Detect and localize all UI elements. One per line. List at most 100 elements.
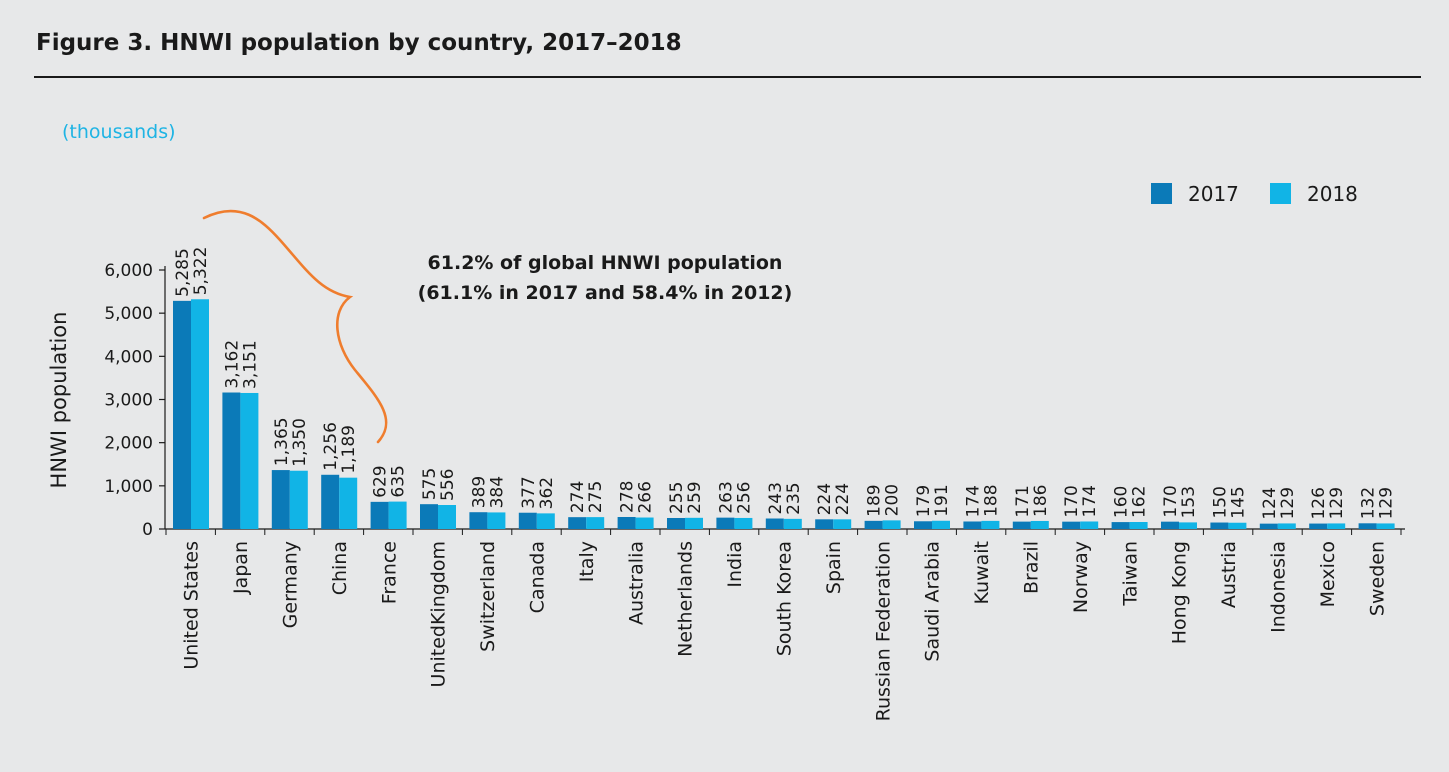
title-divider <box>34 76 1421 78</box>
bar-value-label: 3,162 <box>222 340 242 389</box>
x-tick-label: Mexico <box>1317 541 1339 607</box>
y-axis-title: HNWI population <box>47 312 71 489</box>
units-label: (thousands) <box>62 121 176 143</box>
bar-value-label: 1,350 <box>290 418 310 467</box>
bar-2018 <box>339 477 358 529</box>
x-tick-label: Sweden <box>1366 541 1388 616</box>
x-tick-label: Japan <box>230 541 252 595</box>
bar-2017 <box>963 521 982 529</box>
bar-2017 <box>1309 523 1328 529</box>
bar-value-label: 129 <box>1327 487 1347 519</box>
bar-value-label: 243 <box>766 482 786 514</box>
bar-value-label: 174 <box>1080 485 1100 517</box>
bar-2018 <box>1179 522 1197 529</box>
bar-value-label: 259 <box>685 481 705 513</box>
bar-2018 <box>882 520 901 529</box>
x-tick-label: India <box>724 541 746 588</box>
y-tick-label: 6,000 <box>104 261 153 281</box>
bar-value-label: 256 <box>734 481 754 513</box>
annotation-line-2: (61.1% in 2017 and 58.4% in 2012) <box>418 282 793 304</box>
bar-2018 <box>1277 523 1296 529</box>
bar-2017 <box>1259 523 1278 529</box>
bar-value-label: 575 <box>420 468 440 500</box>
bar-value-label: 162 <box>1130 486 1150 518</box>
bar-2018 <box>487 512 506 529</box>
bar-2017 <box>617 516 636 529</box>
bar-2017 <box>1012 521 1031 529</box>
bar-value-label: 150 <box>1210 486 1230 518</box>
annotation-line-1: 61.2% of global HNWI population <box>428 252 783 274</box>
legend-2018-swatch <box>1270 183 1291 204</box>
x-tick-label: Spain <box>823 541 845 594</box>
bar-2017 <box>271 470 290 529</box>
x-tick-label: Netherlands <box>675 541 697 657</box>
bar-value-label: 174 <box>963 485 983 517</box>
bar-value-label: 170 <box>1161 485 1181 517</box>
bar-value-label: 377 <box>519 476 539 508</box>
bar-value-label: 266 <box>636 481 656 513</box>
bar-value-label: 635 <box>389 465 409 497</box>
bar-2018 <box>240 392 259 529</box>
x-tick-label: Germany <box>280 541 302 628</box>
bar-value-label: 126 <box>1309 487 1329 519</box>
bar-value-label: 275 <box>586 481 606 513</box>
x-tick-label: Kuwait <box>971 541 993 604</box>
legend-2017-label: 2017 <box>1188 182 1239 206</box>
x-tick-label: Indonesia <box>1268 541 1290 633</box>
bar-2018 <box>586 517 605 529</box>
bar-2018 <box>932 520 950 529</box>
bar-value-label: 129 <box>1278 487 1298 519</box>
bar-value-label: 362 <box>537 477 557 509</box>
bar-2017 <box>222 392 241 529</box>
bar-2018 <box>1030 520 1049 529</box>
x-tick-label: China <box>329 541 351 595</box>
bar-2017 <box>173 300 191 529</box>
bar-value-label: 235 <box>784 482 804 514</box>
bar-value-label: 1,256 <box>321 422 341 471</box>
bar-2017 <box>568 517 587 529</box>
bar-2018 <box>1080 521 1099 529</box>
x-tick-label: Austria <box>1218 541 1240 608</box>
bar-2017 <box>716 517 735 529</box>
x-tick-label: Italy <box>576 541 598 582</box>
bar-value-label: 255 <box>667 482 687 514</box>
y-tick-label: 3,000 <box>104 391 153 411</box>
bar-value-label: 556 <box>438 469 458 501</box>
bar-value-label: 186 <box>1031 485 1051 517</box>
bar-value-label: 124 <box>1260 487 1280 519</box>
bar-value-label: 5,322 <box>191 247 211 296</box>
bar-value-label: 170 <box>1062 485 1082 517</box>
bar-value-label: 179 <box>914 485 934 517</box>
bar-2017 <box>1161 521 1179 529</box>
x-tick-label: Norway <box>1070 541 1092 613</box>
bar-2018 <box>191 299 209 529</box>
bar-2018 <box>685 517 703 529</box>
bar-2018 <box>734 517 753 529</box>
x-tick-label: United States <box>181 541 203 670</box>
bar-2018 <box>833 519 852 529</box>
bar-value-label: 160 <box>1112 486 1132 518</box>
x-tick-label: France <box>378 541 400 604</box>
x-tick-label: Switzerland <box>477 541 499 652</box>
bar-value-label: 171 <box>1013 485 1033 517</box>
y-tick-label: 1,000 <box>104 477 153 497</box>
bar-value-label: 629 <box>371 465 391 497</box>
bar-2017 <box>420 504 438 529</box>
bar-2017 <box>321 474 340 529</box>
legend-2018-label: 2018 <box>1307 182 1358 206</box>
bar-2018 <box>1376 523 1395 529</box>
bar-value-label: 3,151 <box>240 340 260 389</box>
bar-2018 <box>981 520 1000 529</box>
bar-value-label: 129 <box>1377 487 1397 519</box>
bar-value-label: 384 <box>487 476 507 508</box>
bar-2018 <box>635 517 654 529</box>
x-tick-label: Hong Kong <box>1169 541 1191 644</box>
x-tick-label: UnitedKingdom <box>428 541 450 687</box>
bar-value-label: 191 <box>932 484 952 516</box>
bar-2017 <box>1111 522 1130 529</box>
bar-2017 <box>765 518 784 529</box>
bar-2017 <box>1062 521 1081 529</box>
x-tick-label: Canada <box>527 541 549 613</box>
bar-2017 <box>1358 523 1377 529</box>
bar-2017 <box>864 520 883 529</box>
